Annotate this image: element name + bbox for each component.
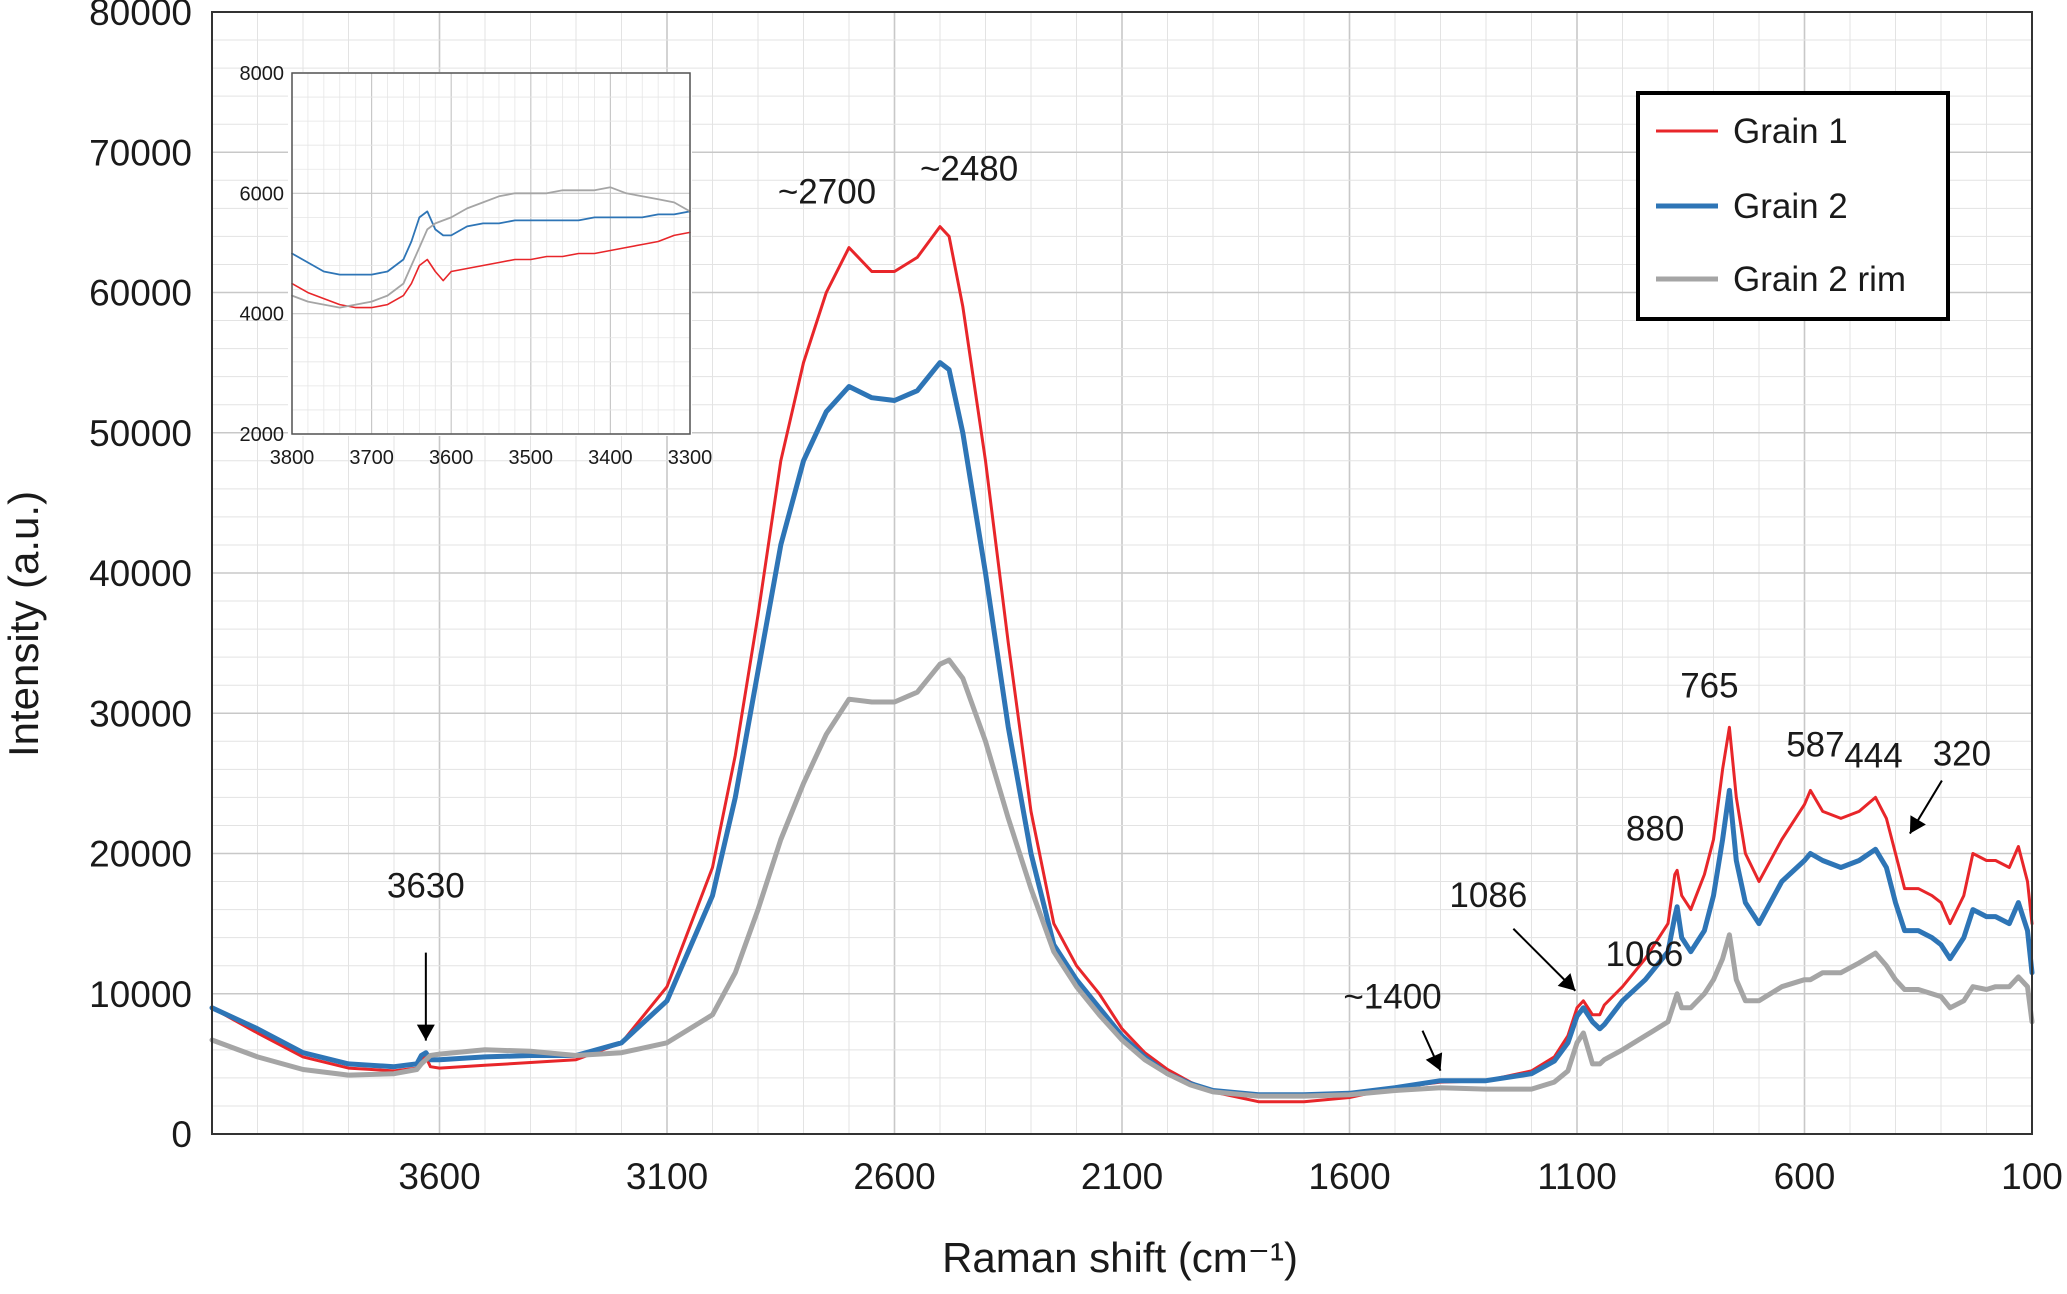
annotation-320: 320	[1933, 735, 1991, 774]
main-y-tick-labels: 0 10000 20000 30000 40000 50000 60000 70000 8000…	[89, 0, 192, 1155]
series-line-grain-2-rim	[291, 186, 691, 309]
annotation-1066: 1066	[1606, 935, 1684, 974]
x-tick-label: 3600	[429, 447, 474, 469]
annotation-arrowhead	[1425, 1052, 1443, 1071]
y-axis-title: Intensity (a.u.)	[0, 491, 47, 757]
x-tick-label: 100	[2001, 1156, 2063, 1197]
y-tick-label: 2000	[240, 424, 285, 446]
y-tick-label: 20000	[89, 834, 192, 875]
legend-label-grain-2-rim: Grain 2 rim	[1733, 260, 1906, 299]
x-tick-label: 3400	[588, 447, 633, 469]
x-tick-label: 1100	[1537, 1156, 1617, 1197]
x-tick-label: 3800	[270, 447, 315, 469]
annotation-arrowhead	[416, 1024, 435, 1041]
series-line-grain-2	[209, 360, 2035, 1098]
y-tick-label: 4000	[240, 304, 285, 326]
legend-label-grain-2: Grain 2	[1733, 187, 1848, 226]
x-tick-label: 2100	[1081, 1156, 1163, 1197]
inset-series-group	[291, 186, 691, 309]
annotation-2700: ~2700	[778, 173, 876, 212]
x-tick-label: 3700	[349, 447, 394, 469]
series-line-grain-2	[291, 210, 691, 276]
annotation-arrowhead	[1909, 815, 1926, 834]
annotation-3630: 3630	[387, 867, 465, 906]
y-tick-label: 6000	[240, 183, 285, 205]
y-tick-label: 40000	[89, 553, 192, 594]
annotation-2480: ~2480	[920, 150, 1018, 189]
annotation-880: 880	[1626, 809, 1684, 848]
inset-background	[288, 72, 692, 436]
x-tick-label: 3600	[398, 1156, 480, 1197]
y-tick-label: 50000	[89, 413, 192, 454]
legend-label-grain-1: Grain 1	[1733, 112, 1848, 151]
y-tick-label: 30000	[89, 693, 192, 734]
y-tick-label: 0	[171, 1114, 192, 1155]
annotation-765: 765	[1680, 666, 1738, 705]
x-tick-label: 600	[1774, 1156, 1836, 1197]
x-tick-label: 1600	[1308, 1156, 1390, 1197]
x-tick-label: 3300	[668, 447, 713, 469]
y-tick-label: 10000	[89, 974, 192, 1015]
series-line-grain-1	[291, 231, 691, 309]
inset-y-tick-labels: 2000 4000 6000 8000	[240, 63, 285, 446]
peak-annotations: ~2700 ~2480 3630 ~1400 1086 1066 880 765 587 444 3…	[387, 150, 1991, 1072]
y-tick-label: 80000	[89, 0, 192, 33]
x-tick-label: 3100	[626, 1156, 708, 1197]
annotation-arrowhead	[1557, 973, 1576, 991]
x-tick-label: 2600	[853, 1156, 935, 1197]
main-x-tick-labels: 3600 3100 2600 2100 1600 1100 600 100	[398, 1156, 2063, 1197]
y-tick-label: 60000	[89, 273, 192, 314]
annotation-1086: 1086	[1449, 876, 1527, 915]
legend: Grain 1 Grain 2 Grain 2 rim	[1636, 91, 1950, 321]
main-series-group	[209, 225, 2035, 1104]
main-plot-frame	[211, 11, 2033, 1135]
inset-chart: 3800 3700 3600 3500 3400 3300 2000 4000 6000 800…	[240, 63, 713, 469]
annotation-444: 444	[1844, 736, 1902, 775]
inset-plot-frame	[291, 72, 691, 435]
y-tick-label: 70000	[89, 132, 192, 173]
y-tick-label: 8000	[240, 63, 285, 85]
annotation-587: 587	[1786, 725, 1844, 764]
series-line-grain-2-rim	[209, 657, 2035, 1099]
annotation-1400: ~1400	[1343, 978, 1441, 1017]
x-axis-title: Raman shift (cm⁻¹)	[942, 1234, 1298, 1281]
x-tick-label: 3500	[509, 447, 554, 469]
inset-x-tick-labels: 3800 3700 3600 3500 3400 3300	[270, 447, 713, 469]
